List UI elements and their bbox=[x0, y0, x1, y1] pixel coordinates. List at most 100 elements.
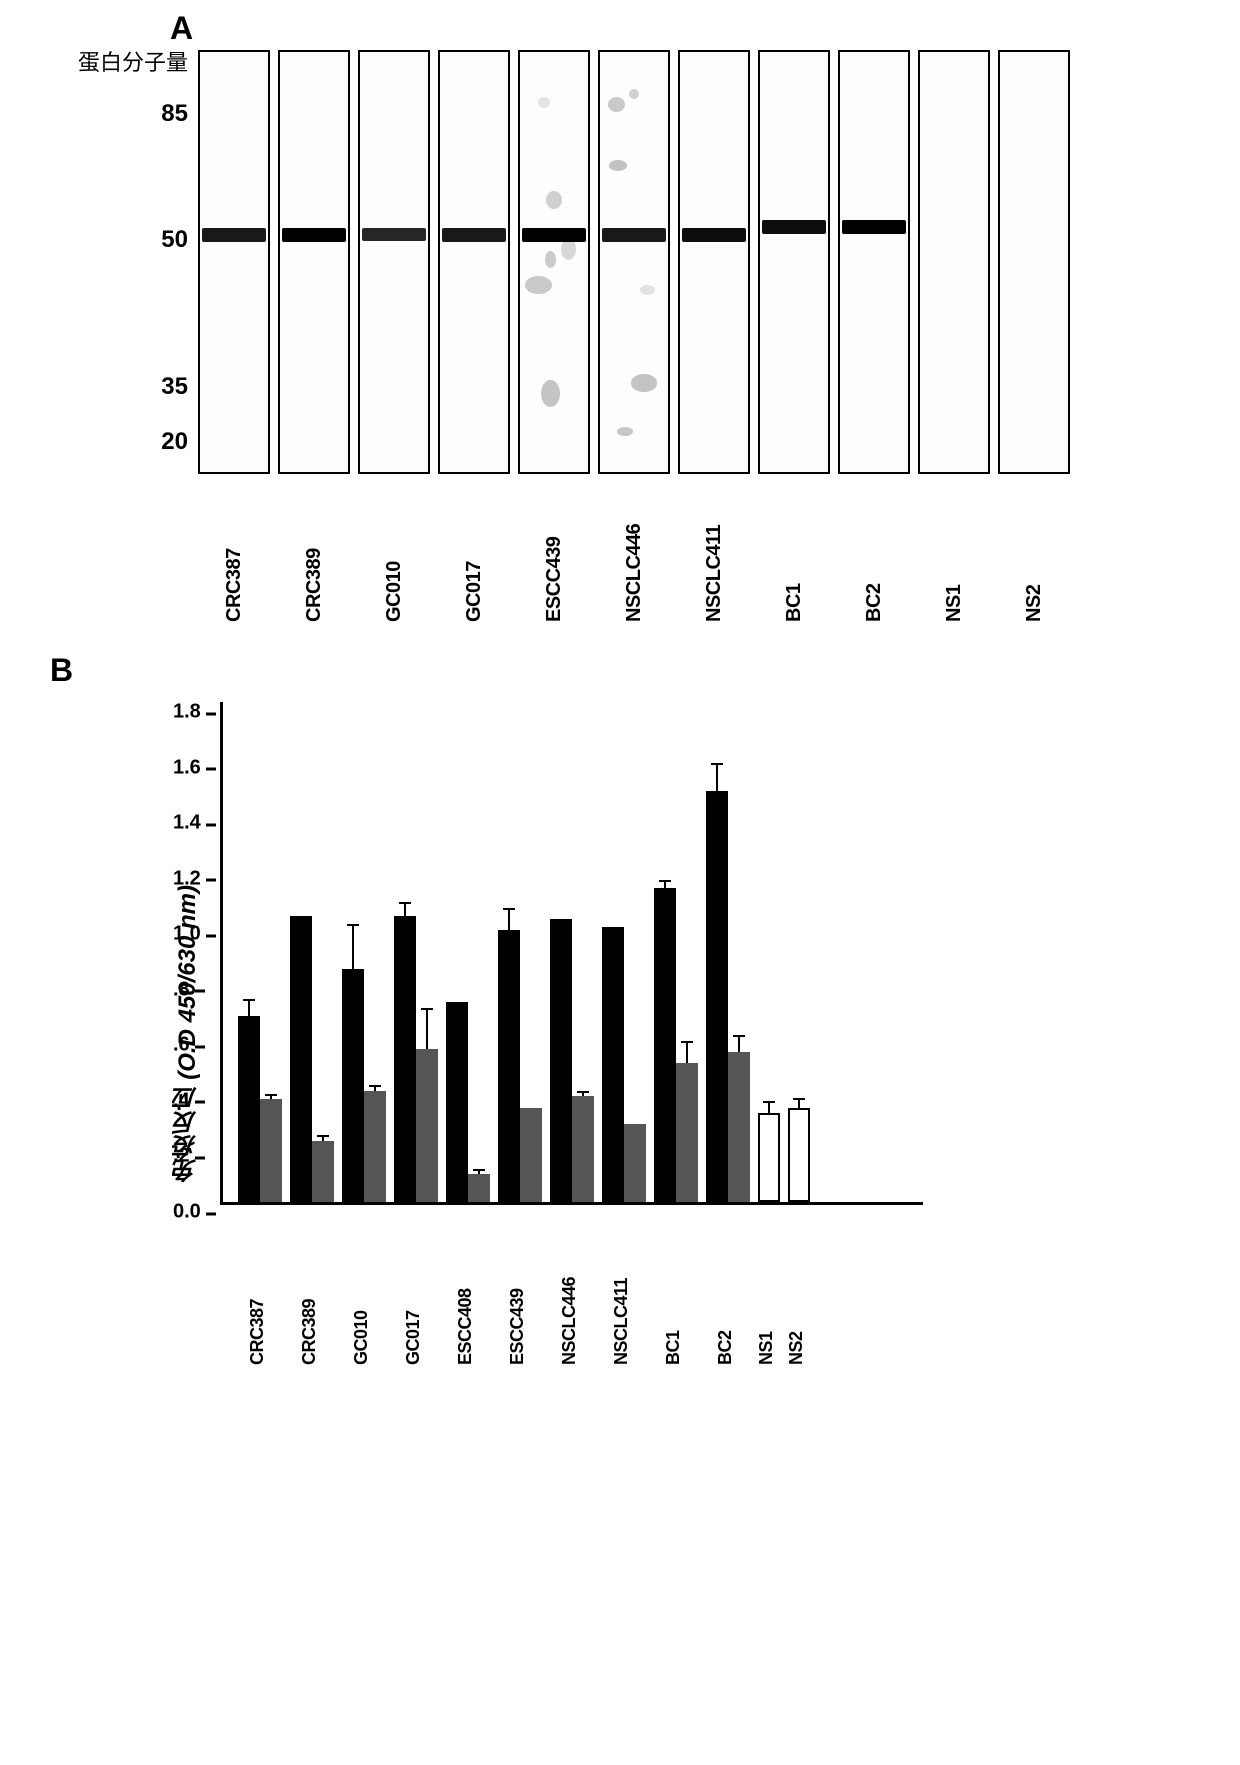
bar bbox=[788, 1108, 810, 1202]
blot-band bbox=[442, 228, 506, 241]
xlabel: GC010 bbox=[351, 1215, 372, 1365]
xlabel: CRC389 bbox=[299, 1215, 320, 1365]
xlabel: ESCC439 bbox=[507, 1215, 528, 1365]
xlabels-container: CRC387CRC389GC010GC017ESCC408ESCC439NSCL… bbox=[220, 1215, 923, 1365]
ytick: 1.2 bbox=[173, 867, 201, 890]
blot-noise bbox=[631, 374, 657, 391]
lane-label: GC010 bbox=[383, 482, 406, 622]
bar bbox=[498, 930, 520, 1202]
bar-group bbox=[342, 969, 386, 1202]
xlabel-wrap: CRC387 bbox=[235, 1215, 279, 1365]
blot-band bbox=[762, 220, 826, 234]
error-bar bbox=[374, 1085, 376, 1091]
error-bar bbox=[664, 880, 666, 888]
ytick: 1.0 bbox=[173, 923, 201, 946]
bar-group bbox=[788, 1108, 810, 1202]
plot-area: 0.0.2.4.6.81.01.21.41.61.8 bbox=[220, 702, 923, 1205]
bar bbox=[312, 1141, 334, 1202]
blot-area: 蛋白分子量 85503520 CRC387CRC389GC010GC017ESC… bbox=[50, 50, 1220, 622]
panel-b: B 免疫反应 (O.D 450/630 nm) 0.0.2.4.6.81.01.… bbox=[20, 662, 1220, 1365]
panel-a: A 蛋白分子量 85503520 CRC387CRC389GC010GC017E… bbox=[20, 20, 1220, 622]
mw-marker: 20 bbox=[161, 428, 188, 456]
error-bar bbox=[798, 1098, 800, 1109]
lane-label: NSCLC411 bbox=[703, 482, 726, 622]
blot-noise bbox=[640, 285, 655, 295]
lane-label: NS2 bbox=[1023, 482, 1046, 622]
lane-wrap: GC017 bbox=[438, 50, 510, 622]
ytick: .8 bbox=[173, 978, 190, 1001]
bar bbox=[290, 916, 312, 1202]
blot-noise bbox=[541, 380, 560, 407]
panel-a-label: A bbox=[170, 10, 193, 47]
bar bbox=[624, 1124, 646, 1202]
figure-container: A 蛋白分子量 85503520 CRC387CRC389GC010GC017E… bbox=[20, 20, 1220, 1365]
bar-group bbox=[550, 919, 594, 1202]
bar bbox=[342, 969, 364, 1202]
blot-band bbox=[202, 228, 266, 241]
xlabel-wrap: BC1 bbox=[651, 1215, 695, 1365]
mw-labels: 蛋白分子量 85503520 bbox=[50, 50, 188, 470]
xlabel: BC1 bbox=[663, 1215, 684, 1365]
ytick: .6 bbox=[173, 1034, 190, 1057]
bar bbox=[238, 1016, 260, 1202]
blot-band bbox=[522, 228, 586, 242]
xlabel-wrap: NSCLC411 bbox=[599, 1215, 643, 1365]
xlabel-wrap: NS1 bbox=[755, 1215, 777, 1365]
blot-lane bbox=[998, 50, 1070, 474]
xlabel-wrap: GC010 bbox=[339, 1215, 383, 1365]
error-bar bbox=[404, 902, 406, 916]
lane-label: CRC389 bbox=[303, 482, 326, 622]
chart-box: 0.0.2.4.6.81.01.21.41.61.8 CRC387 CRC389 G… bbox=[220, 702, 923, 1365]
bar bbox=[572, 1096, 594, 1202]
xlabel: NSCLC411 bbox=[611, 1215, 632, 1365]
lane-label: BC2 bbox=[863, 482, 886, 622]
blot-lane bbox=[838, 50, 910, 474]
lane-label: GC017 bbox=[463, 482, 486, 622]
blot-lane bbox=[198, 50, 270, 474]
bar bbox=[446, 1002, 468, 1202]
bar bbox=[706, 791, 728, 1202]
lane-wrap: BC2 bbox=[838, 50, 910, 622]
bar bbox=[520, 1108, 542, 1202]
blot-noise bbox=[608, 97, 625, 112]
ytick: 1.8 bbox=[173, 701, 201, 724]
bar bbox=[654, 888, 676, 1202]
blot-lane bbox=[518, 50, 590, 474]
bar bbox=[676, 1063, 698, 1202]
error-bar bbox=[508, 908, 510, 930]
mw-marker: 85 bbox=[161, 100, 188, 128]
lane-label: CRC387 bbox=[223, 482, 246, 622]
blot-noise bbox=[617, 427, 633, 436]
xlabel: GC017 bbox=[403, 1215, 424, 1365]
error-bar bbox=[738, 1035, 740, 1052]
lane-label: ESCC439 bbox=[543, 482, 566, 622]
bar bbox=[364, 1091, 386, 1202]
bar-group bbox=[446, 1002, 490, 1202]
ytick: 0.0 bbox=[173, 1201, 201, 1224]
xlabel: NS1 bbox=[756, 1215, 777, 1365]
xlabel: BC2 bbox=[715, 1215, 736, 1365]
error-bar bbox=[768, 1101, 770, 1115]
bar bbox=[260, 1099, 282, 1202]
ytick: .4 bbox=[173, 1089, 190, 1112]
xlabel-wrap: NS2 bbox=[785, 1215, 807, 1365]
mw-marker: 35 bbox=[161, 373, 188, 401]
lane-wrap: BC1 bbox=[758, 50, 830, 622]
blot-lane bbox=[278, 50, 350, 474]
xlabel-wrap: GC017 bbox=[391, 1215, 435, 1365]
lane-wrap: GC010 bbox=[358, 50, 430, 622]
ytick: 1.4 bbox=[173, 812, 201, 835]
blot-lane bbox=[438, 50, 510, 474]
blot-noise bbox=[545, 251, 556, 268]
bar-group bbox=[394, 916, 438, 1202]
xlabel-wrap: BC2 bbox=[703, 1215, 747, 1365]
blot-noise bbox=[629, 89, 639, 99]
bar-group bbox=[706, 791, 750, 1202]
blot-noise bbox=[538, 97, 550, 108]
error-bar bbox=[322, 1135, 324, 1141]
bar bbox=[602, 927, 624, 1202]
xlabel: CRC387 bbox=[247, 1215, 268, 1365]
lane-label: NSCLC446 bbox=[623, 482, 646, 622]
blot-band bbox=[682, 228, 746, 242]
blot-noise bbox=[525, 276, 551, 294]
